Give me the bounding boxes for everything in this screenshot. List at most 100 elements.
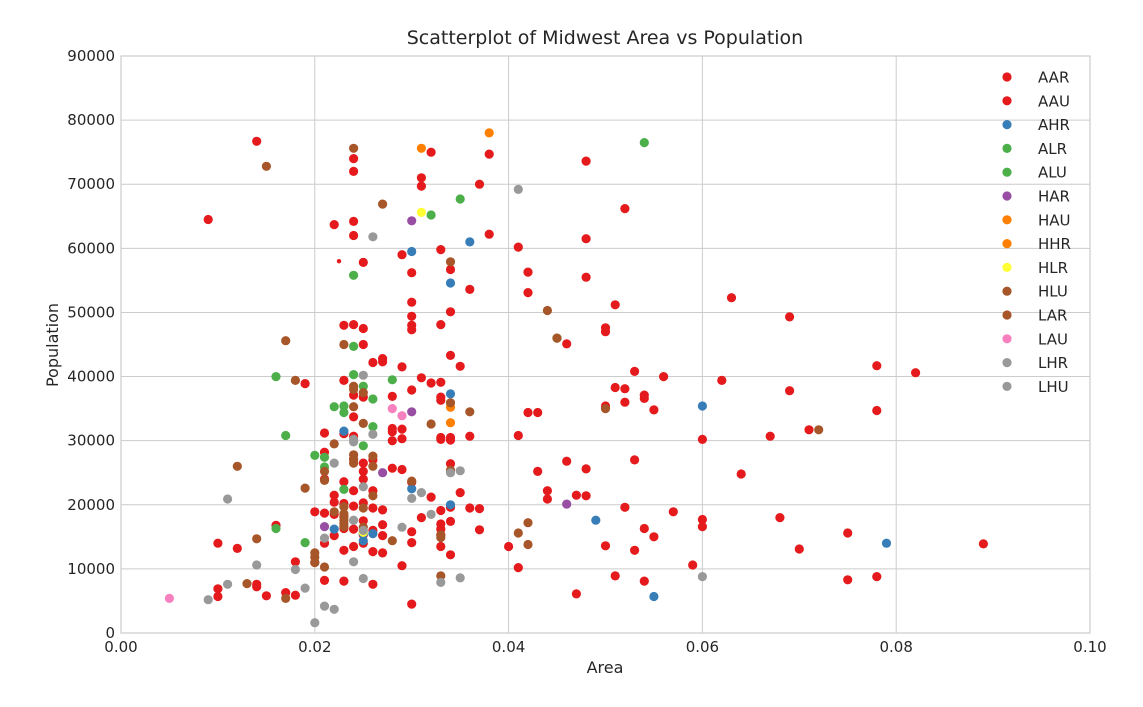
data-point bbox=[697, 522, 708, 532]
y-tick-label: 20000 bbox=[67, 496, 115, 514]
data-point bbox=[368, 422, 378, 432]
legend-marker bbox=[1002, 96, 1012, 106]
data-point bbox=[319, 533, 330, 543]
legend-marker bbox=[1002, 262, 1012, 272]
x-tick-label: 0.00 bbox=[104, 638, 137, 656]
y-tick-label: 10000 bbox=[67, 560, 115, 578]
legend-marker bbox=[1002, 239, 1012, 249]
data-point bbox=[426, 147, 436, 157]
series-aar bbox=[336, 259, 342, 264]
data-point bbox=[978, 539, 989, 549]
data-point bbox=[339, 375, 349, 385]
data-point bbox=[387, 536, 397, 546]
legend: AAR AAU AHR ALR ALU HAR HAU HHR HLR HLU LAR LAU LHR L… bbox=[1002, 69, 1071, 396]
data-point bbox=[368, 579, 378, 589]
data-point bbox=[319, 475, 330, 485]
data-point bbox=[349, 216, 359, 226]
data-point bbox=[426, 419, 436, 429]
data-point bbox=[213, 538, 223, 548]
legend-marker bbox=[1002, 358, 1012, 368]
data-point bbox=[339, 320, 349, 330]
data-point bbox=[436, 395, 446, 405]
series-lhr bbox=[203, 184, 708, 628]
legend-label: HLU bbox=[1038, 283, 1068, 301]
data-point bbox=[688, 560, 698, 570]
data-point bbox=[339, 426, 349, 436]
data-point bbox=[387, 427, 397, 437]
data-point bbox=[465, 407, 475, 417]
data-points bbox=[164, 128, 989, 628]
data-point bbox=[407, 325, 417, 335]
data-point bbox=[339, 484, 349, 494]
data-point bbox=[416, 173, 426, 183]
data-point bbox=[339, 401, 349, 411]
data-point bbox=[416, 513, 426, 523]
series-hlu bbox=[232, 143, 824, 604]
data-point bbox=[387, 463, 397, 473]
data-point bbox=[445, 418, 456, 428]
data-point bbox=[523, 288, 533, 298]
data-point bbox=[319, 466, 330, 476]
data-point bbox=[378, 468, 388, 478]
data-point bbox=[319, 508, 330, 518]
data-point bbox=[252, 534, 262, 544]
data-point bbox=[358, 388, 368, 398]
data-point bbox=[736, 469, 746, 479]
data-point bbox=[387, 391, 397, 401]
legend-label: AHR bbox=[1038, 116, 1070, 134]
data-point bbox=[639, 138, 649, 148]
data-point bbox=[697, 434, 708, 444]
data-point bbox=[639, 523, 649, 534]
data-point bbox=[484, 149, 494, 159]
data-point bbox=[571, 589, 582, 599]
data-point bbox=[436, 434, 446, 444]
y-axis-title: Population bbox=[43, 303, 62, 387]
data-point bbox=[358, 370, 368, 380]
data-point bbox=[358, 323, 368, 334]
data-point bbox=[639, 576, 649, 586]
data-point bbox=[407, 527, 417, 537]
legend-label: AAU bbox=[1038, 92, 1070, 110]
data-point bbox=[436, 320, 446, 330]
data-point bbox=[349, 501, 359, 511]
legend-marker bbox=[1002, 381, 1012, 391]
data-point bbox=[407, 385, 417, 395]
data-point bbox=[300, 483, 310, 493]
data-point bbox=[290, 590, 300, 600]
data-point bbox=[455, 466, 465, 476]
data-point bbox=[290, 557, 300, 567]
data-point bbox=[349, 320, 359, 330]
data-point bbox=[620, 384, 630, 394]
data-point bbox=[378, 520, 388, 530]
data-point bbox=[523, 518, 533, 528]
legend-marker bbox=[1002, 215, 1012, 225]
data-point bbox=[397, 250, 407, 260]
legend-marker bbox=[1002, 120, 1012, 130]
data-point bbox=[203, 214, 213, 225]
y-tick-label: 70000 bbox=[67, 175, 115, 193]
data-point bbox=[378, 199, 388, 209]
data-point bbox=[416, 143, 426, 153]
data-point bbox=[358, 458, 368, 468]
data-point bbox=[416, 373, 426, 383]
data-point bbox=[368, 461, 378, 471]
data-point bbox=[620, 397, 630, 407]
legend-marker bbox=[1002, 72, 1012, 82]
data-point bbox=[319, 452, 330, 462]
data-point bbox=[630, 366, 640, 376]
data-point bbox=[697, 401, 708, 411]
data-point bbox=[358, 418, 368, 428]
data-point bbox=[319, 428, 330, 438]
data-point bbox=[203, 595, 213, 605]
data-point bbox=[542, 494, 553, 504]
data-point bbox=[407, 599, 417, 609]
data-point bbox=[319, 522, 330, 532]
data-point bbox=[310, 618, 320, 628]
y-tick-label: 90000 bbox=[67, 47, 115, 65]
data-point bbox=[397, 424, 407, 434]
data-point bbox=[339, 477, 349, 487]
data-point bbox=[513, 563, 523, 573]
data-point bbox=[455, 488, 465, 498]
x-tick-label: 0.06 bbox=[686, 638, 719, 656]
data-point bbox=[445, 278, 456, 288]
